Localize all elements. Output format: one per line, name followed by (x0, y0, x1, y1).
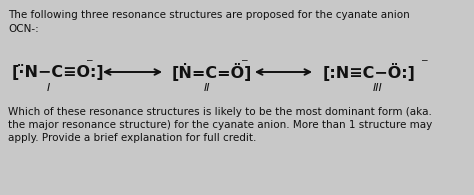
Text: I: I (46, 83, 50, 93)
Text: −: − (420, 56, 428, 65)
Text: −: − (240, 56, 247, 65)
Text: apply. Provide a brief explanation for full credit.: apply. Provide a brief explanation for f… (8, 133, 256, 143)
Text: The following three resonance structures are proposed for the cyanate anion: The following three resonance structures… (8, 10, 410, 20)
Text: III: III (373, 83, 383, 93)
Text: −: − (85, 56, 92, 65)
Text: [:N≡C−Ö:]: [:N≡C−Ö:] (323, 63, 416, 81)
Text: OCN-:: OCN-: (8, 24, 39, 34)
Text: [⋅̈N−C≡O:]: [⋅̈N−C≡O:] (12, 64, 105, 80)
Text: the major resonance structure) for the cyanate anion. More than 1 structure may: the major resonance structure) for the c… (8, 120, 432, 130)
Text: [Ṅ=C=Ö]: [Ṅ=C=Ö] (172, 63, 252, 81)
Text: Which of these resonance structures is likely to be the most dominant form (aka.: Which of these resonance structures is l… (8, 107, 432, 117)
Text: II: II (204, 83, 210, 93)
